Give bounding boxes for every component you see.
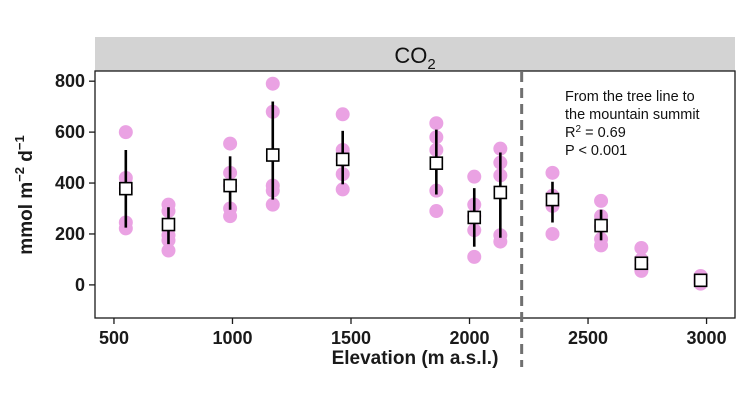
data-point <box>545 165 560 180</box>
x-tick-label: 2500 <box>568 328 608 348</box>
panel-title: CO2 <box>394 43 435 73</box>
regression-annotation: From the tree line to the mountain summi… <box>565 89 700 159</box>
data-point <box>335 182 350 197</box>
data-point <box>429 116 444 131</box>
y-tick-label: 600 <box>55 122 85 142</box>
mean-marker <box>634 256 649 271</box>
data-point <box>161 243 176 258</box>
annotation-line-1: From the tree line to <box>565 89 695 105</box>
mean-marker <box>693 273 708 288</box>
data-point <box>335 107 350 122</box>
x-tick-label: 3000 <box>687 328 727 348</box>
mean-marker <box>119 181 133 196</box>
data-point <box>223 209 238 224</box>
data-point <box>594 238 609 253</box>
data-point <box>118 221 133 236</box>
site-summaries <box>119 101 708 288</box>
x-axis: 500 1000 1500 2000 2500 3000 <box>99 318 727 348</box>
x-tick-label: 2000 <box>449 328 489 348</box>
mean-marker <box>493 185 508 200</box>
mean-marker <box>161 217 176 232</box>
panel-strip <box>95 37 735 71</box>
data-point <box>467 249 482 264</box>
mean-marker <box>467 210 482 225</box>
data-point <box>493 141 508 156</box>
mean-marker <box>429 156 444 170</box>
annotation-line-2: the mountain summit <box>565 107 700 123</box>
y-axis-title: mmol m−2 d−1 <box>12 135 37 254</box>
data-point <box>467 169 482 184</box>
x-tick-label: 500 <box>99 328 129 348</box>
mean-marker <box>265 148 280 162</box>
mean-marker <box>594 218 608 233</box>
data-point <box>493 234 508 249</box>
y-tick-label: 200 <box>55 224 85 244</box>
x-tick-label: 1000 <box>212 328 252 348</box>
y-tick-label: 800 <box>55 71 85 91</box>
mean-marker <box>545 192 560 207</box>
data-point <box>265 76 280 91</box>
data-point <box>634 240 649 255</box>
annotation-r-squared: R2 = 0.69 <box>565 124 626 141</box>
y-tick-label: 0 <box>75 275 85 295</box>
data-point <box>429 204 444 219</box>
data-point <box>265 197 280 212</box>
data-point <box>545 226 560 241</box>
data-point <box>223 136 238 151</box>
x-tick-label: 1500 <box>331 328 371 348</box>
y-axis: 0 200 400 600 800 <box>55 71 95 295</box>
plot-panel <box>94 70 736 319</box>
x-axis-title: Elevation (m a.s.l.) <box>332 348 499 369</box>
data-point <box>594 193 609 208</box>
mean-marker <box>335 152 350 167</box>
mean-marker <box>223 178 237 193</box>
data-point <box>118 125 133 140</box>
annotation-p-value: P < 0.001 <box>565 143 627 159</box>
y-tick-label: 400 <box>55 173 85 193</box>
